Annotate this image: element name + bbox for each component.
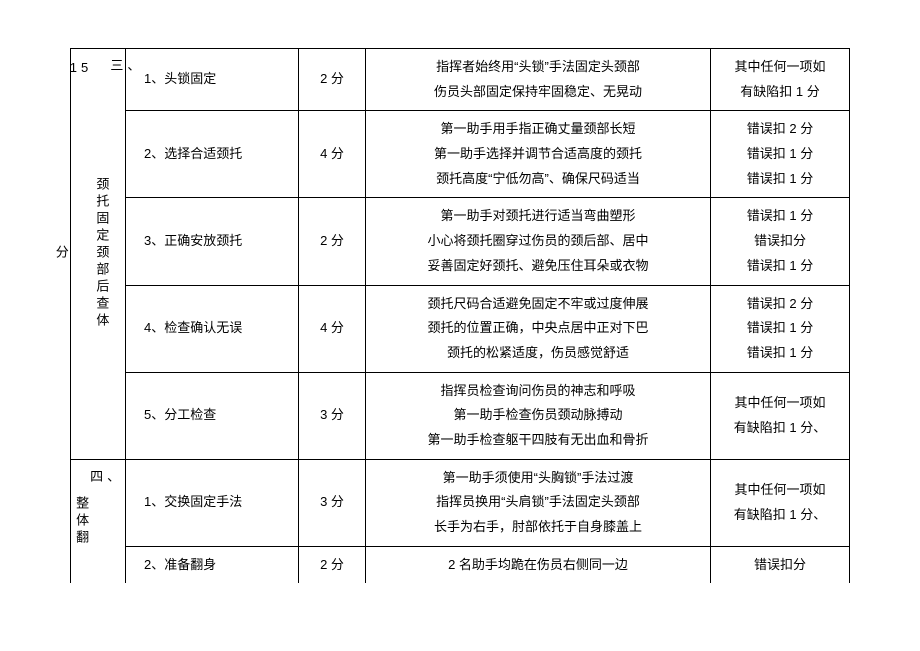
item-score: 4 分 xyxy=(299,285,366,372)
item-desc: 第一助手须使用“头胸锁”手法过渡 指挥员换用“头肩锁”手法固定头颈部 长手为右手… xyxy=(366,459,711,546)
item-label: 5、分工检查 xyxy=(126,372,299,459)
section-3-header: 三、 颈托固定颈部后查体 15 分 xyxy=(71,49,126,460)
item-score: 2 分 xyxy=(299,546,366,583)
item-score: 2 分 xyxy=(299,198,366,285)
table-row: 三、 颈托固定颈部后查体 15 分 1、头锁固定 2 分 指挥者始终用“头锁”手… xyxy=(71,49,850,111)
table-row: 4、检查确认无误 4 分 颈托尺码合适避免固定不牢或过度伸展 颈托的位置正确，中… xyxy=(71,285,850,372)
section-3-title: 颈托固定颈部后查体 xyxy=(94,177,109,330)
table-row: 四、 整体翻 1、交换固定手法 3 分 第一助手须使用“头胸锁”手法过渡 指挥员… xyxy=(71,459,850,546)
item-desc: 指挥者始终用“头锁”手法固定头颈部 伤员头部固定保持牢固稳定、无晃动 xyxy=(366,49,711,111)
section-4-title: 整体翻 xyxy=(74,496,89,547)
item-deduction: 其中任何一项如 有缺陷扣 1 分、 xyxy=(711,459,850,546)
item-deduction: 错误扣分 xyxy=(711,546,850,583)
item-label: 1、头锁固定 xyxy=(126,49,299,111)
item-score: 3 分 xyxy=(299,459,366,546)
table-row: 2、准备翻身 2 分 2 名助手均跪在伤员右侧同一边 错误扣分 xyxy=(71,546,850,583)
table-row: 2、选择合适颈托 4 分 第一助手用手指正确丈量颈部长短 第一助手选择并调节合适… xyxy=(71,111,850,198)
item-score: 2 分 xyxy=(299,49,366,111)
scoring-table: 三、 颈托固定颈部后查体 15 分 1、头锁固定 2 分 指挥者始终用“头锁”手… xyxy=(70,48,850,583)
item-desc: 第一助手对颈托进行适当弯曲塑形 小心将颈托圈穿过伤员的颈后部、居中 妥善固定好颈… xyxy=(366,198,711,285)
section-3-points: 15 xyxy=(70,59,92,77)
section-4-num: 四、 xyxy=(90,468,124,486)
item-deduction: 其中任何一项如 有缺陷扣 1 分 xyxy=(711,49,850,111)
item-deduction: 错误扣 2 分 错误扣 1 分 错误扣 1 分 xyxy=(711,111,850,198)
item-deduction: 错误扣 2 分 错误扣 1 分 错误扣 1 分 xyxy=(711,285,850,372)
table-row: 5、分工检查 3 分 指挥员检查询问伤员的神志和呼吸 第一助手检查伤员颈动脉搏动… xyxy=(71,372,850,459)
item-desc: 第一助手用手指正确丈量颈部长短 第一助手选择并调节合适高度的颈托 颈托高度“宁低… xyxy=(366,111,711,198)
item-desc: 2 名助手均跪在伤员右侧同一边 xyxy=(366,546,711,583)
item-label: 4、检查确认无误 xyxy=(126,285,299,372)
item-score: 3 分 xyxy=(299,372,366,459)
item-label: 2、选择合适颈托 xyxy=(126,111,299,198)
item-score: 4 分 xyxy=(299,111,366,198)
table-row: 3、正确安放颈托 2 分 第一助手对颈托进行适当弯曲塑形 小心将颈托圈穿过伤员的… xyxy=(71,198,850,285)
item-label: 2、准备翻身 xyxy=(126,546,299,583)
item-deduction: 错误扣 1 分 错误扣分 错误扣 1 分 xyxy=(711,198,850,285)
item-deduction: 其中任何一项如 有缺陷扣 1 分、 xyxy=(711,372,850,459)
item-label: 1、交换固定手法 xyxy=(126,459,299,546)
section-3-unit: 分 xyxy=(54,245,69,262)
section-3-num: 三、 xyxy=(110,57,144,75)
item-desc: 指挥员检查询问伤员的神志和呼吸 第一助手检查伤员颈动脉搏动 第一助手检查躯干四肢… xyxy=(366,372,711,459)
section-4-header: 四、 整体翻 xyxy=(71,459,126,583)
item-label: 3、正确安放颈托 xyxy=(126,198,299,285)
item-desc: 颈托尺码合适避免固定不牢或过度伸展 颈托的位置正确，中央点居中正对下巴 颈托的松… xyxy=(366,285,711,372)
